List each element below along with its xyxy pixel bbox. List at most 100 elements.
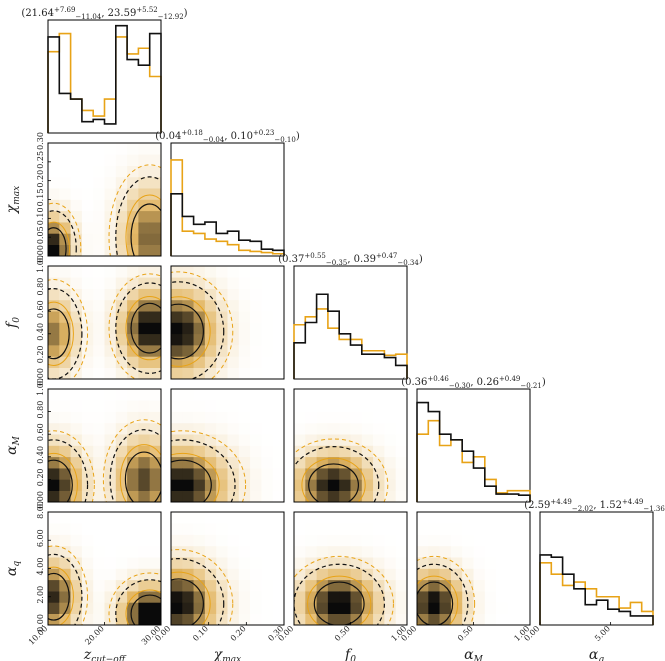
density-cell — [227, 602, 240, 614]
density-cell — [59, 512, 71, 524]
density-cell — [395, 422, 407, 435]
density-cell — [395, 445, 407, 458]
density-cell — [48, 557, 60, 569]
density-cell — [59, 602, 71, 614]
panel-f0-aq — [294, 512, 407, 625]
contour-line — [108, 572, 161, 625]
density-cell — [48, 411, 60, 424]
density-cell — [104, 311, 117, 323]
density-cell — [193, 534, 206, 547]
density-cell — [484, 591, 497, 603]
density-cell — [327, 579, 340, 592]
density-cell — [149, 591, 161, 603]
density-cell — [238, 545, 251, 558]
density-cell — [93, 400, 105, 412]
density-cell — [261, 422, 273, 435]
y-axis-label: χmax — [4, 186, 22, 214]
density-cell — [193, 356, 206, 368]
density-cell — [93, 456, 105, 469]
density-cell — [339, 422, 351, 435]
density-cell — [48, 188, 60, 200]
contour-line — [109, 429, 161, 502]
density-cell — [70, 188, 83, 200]
density-cell — [238, 299, 251, 312]
density-cell — [450, 545, 463, 558]
density-cell — [171, 456, 183, 469]
density-cell — [70, 322, 83, 335]
density-cell — [428, 523, 440, 535]
diag-title-part: +0.18 — [181, 129, 202, 137]
density-cell — [417, 568, 429, 581]
density-cell — [115, 154, 128, 166]
density-cell — [238, 534, 251, 547]
density-cell — [138, 479, 150, 491]
density-cell — [238, 367, 251, 379]
density-cell — [182, 602, 194, 614]
density-cell — [59, 422, 71, 435]
density-cell — [127, 534, 139, 547]
x-tick-label: 20.00 — [83, 624, 106, 647]
panel-chi-f0 — [171, 266, 284, 379]
density-cell — [127, 233, 139, 245]
density-cell — [171, 468, 183, 480]
density-cell — [115, 311, 128, 323]
density-cell — [104, 277, 117, 289]
density-cell — [149, 345, 161, 357]
density-cell — [93, 568, 105, 581]
density-cell — [250, 479, 262, 491]
density-cell — [305, 411, 317, 424]
density-cell — [227, 277, 240, 289]
density-cell — [272, 523, 284, 535]
density-cell — [373, 411, 385, 424]
density-cell — [250, 468, 262, 480]
density-cell — [250, 266, 262, 278]
density-cell — [395, 579, 407, 592]
density-cell — [384, 557, 396, 569]
contour-line — [308, 463, 360, 502]
density-cell — [127, 400, 139, 412]
density-cell — [81, 222, 94, 234]
density-cell — [473, 602, 486, 614]
density-cell — [48, 490, 60, 502]
density-cell — [104, 299, 117, 312]
density-cell — [138, 468, 150, 480]
contour-line — [417, 555, 476, 625]
density-cell — [127, 288, 139, 301]
diag-title-part: +0.49 — [499, 375, 520, 383]
y-axis-label-sub: max — [12, 186, 22, 205]
density-cell — [149, 545, 161, 558]
density-cell — [450, 534, 463, 547]
density-cell — [59, 389, 71, 401]
density-cell — [327, 545, 340, 558]
density-cell — [138, 222, 150, 234]
density-cell — [171, 579, 183, 592]
density-cell — [305, 591, 317, 603]
density-cell — [316, 445, 329, 458]
density-cell — [373, 468, 385, 480]
density-cell — [149, 523, 161, 535]
contour-line — [48, 210, 77, 256]
density-cell — [305, 468, 317, 480]
density-cell — [115, 299, 128, 312]
density-cell — [484, 613, 497, 625]
density-cell — [250, 434, 262, 446]
density-cell — [384, 434, 396, 446]
contour-line — [124, 451, 161, 502]
density-cell — [70, 534, 83, 547]
density-cell — [294, 389, 306, 401]
density-cell — [238, 311, 251, 323]
density-cell — [127, 277, 139, 289]
x-axis-label: αq — [589, 647, 604, 661]
density-cell — [261, 400, 273, 412]
density-cell — [59, 299, 71, 312]
density-cell — [81, 356, 94, 368]
density-cell — [261, 333, 273, 346]
contour-line — [171, 430, 247, 502]
density-cell — [70, 199, 83, 212]
density-cell — [81, 367, 94, 379]
density-cell — [48, 199, 60, 212]
y-axis-label: f0 — [4, 317, 22, 329]
density-cell — [227, 523, 240, 535]
density-cell — [227, 445, 240, 458]
density-cell — [462, 613, 474, 625]
